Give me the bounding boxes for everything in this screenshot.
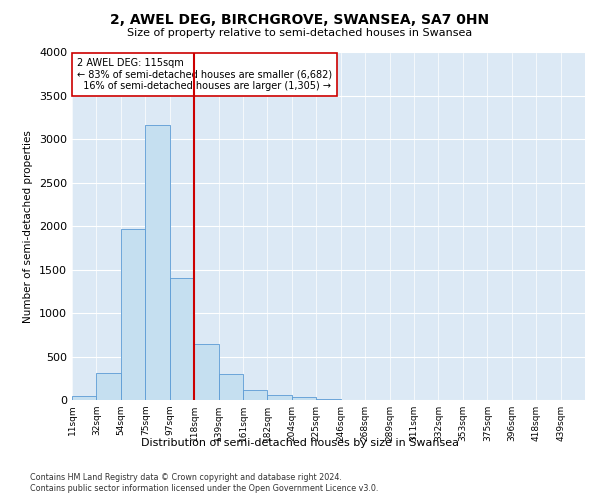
Bar	[292, 397, 316, 400]
Text: Size of property relative to semi-detached houses in Swansea: Size of property relative to semi-detach…	[127, 28, 473, 38]
Bar	[170, 278, 194, 400]
Bar	[72, 396, 97, 400]
Text: 2 AWEL DEG: 115sqm
← 83% of semi-detached houses are smaller (6,682)
  16% of se: 2 AWEL DEG: 115sqm ← 83% of semi-detache…	[77, 58, 332, 91]
Y-axis label: Number of semi-detached properties: Number of semi-detached properties	[23, 130, 34, 322]
Text: Contains public sector information licensed under the Open Government Licence v3: Contains public sector information licen…	[30, 484, 379, 493]
Bar	[316, 399, 341, 400]
Bar	[194, 344, 218, 400]
Text: Contains HM Land Registry data © Crown copyright and database right 2024.: Contains HM Land Registry data © Crown c…	[30, 472, 342, 482]
Text: Distribution of semi-detached houses by size in Swansea: Distribution of semi-detached houses by …	[141, 438, 459, 448]
Bar	[218, 374, 243, 400]
Bar	[97, 372, 121, 400]
Text: 2, AWEL DEG, BIRCHGROVE, SWANSEA, SA7 0HN: 2, AWEL DEG, BIRCHGROVE, SWANSEA, SA7 0H…	[110, 12, 490, 26]
Bar	[121, 229, 145, 400]
Bar	[243, 390, 268, 400]
Bar	[145, 124, 170, 400]
Bar	[268, 395, 292, 400]
